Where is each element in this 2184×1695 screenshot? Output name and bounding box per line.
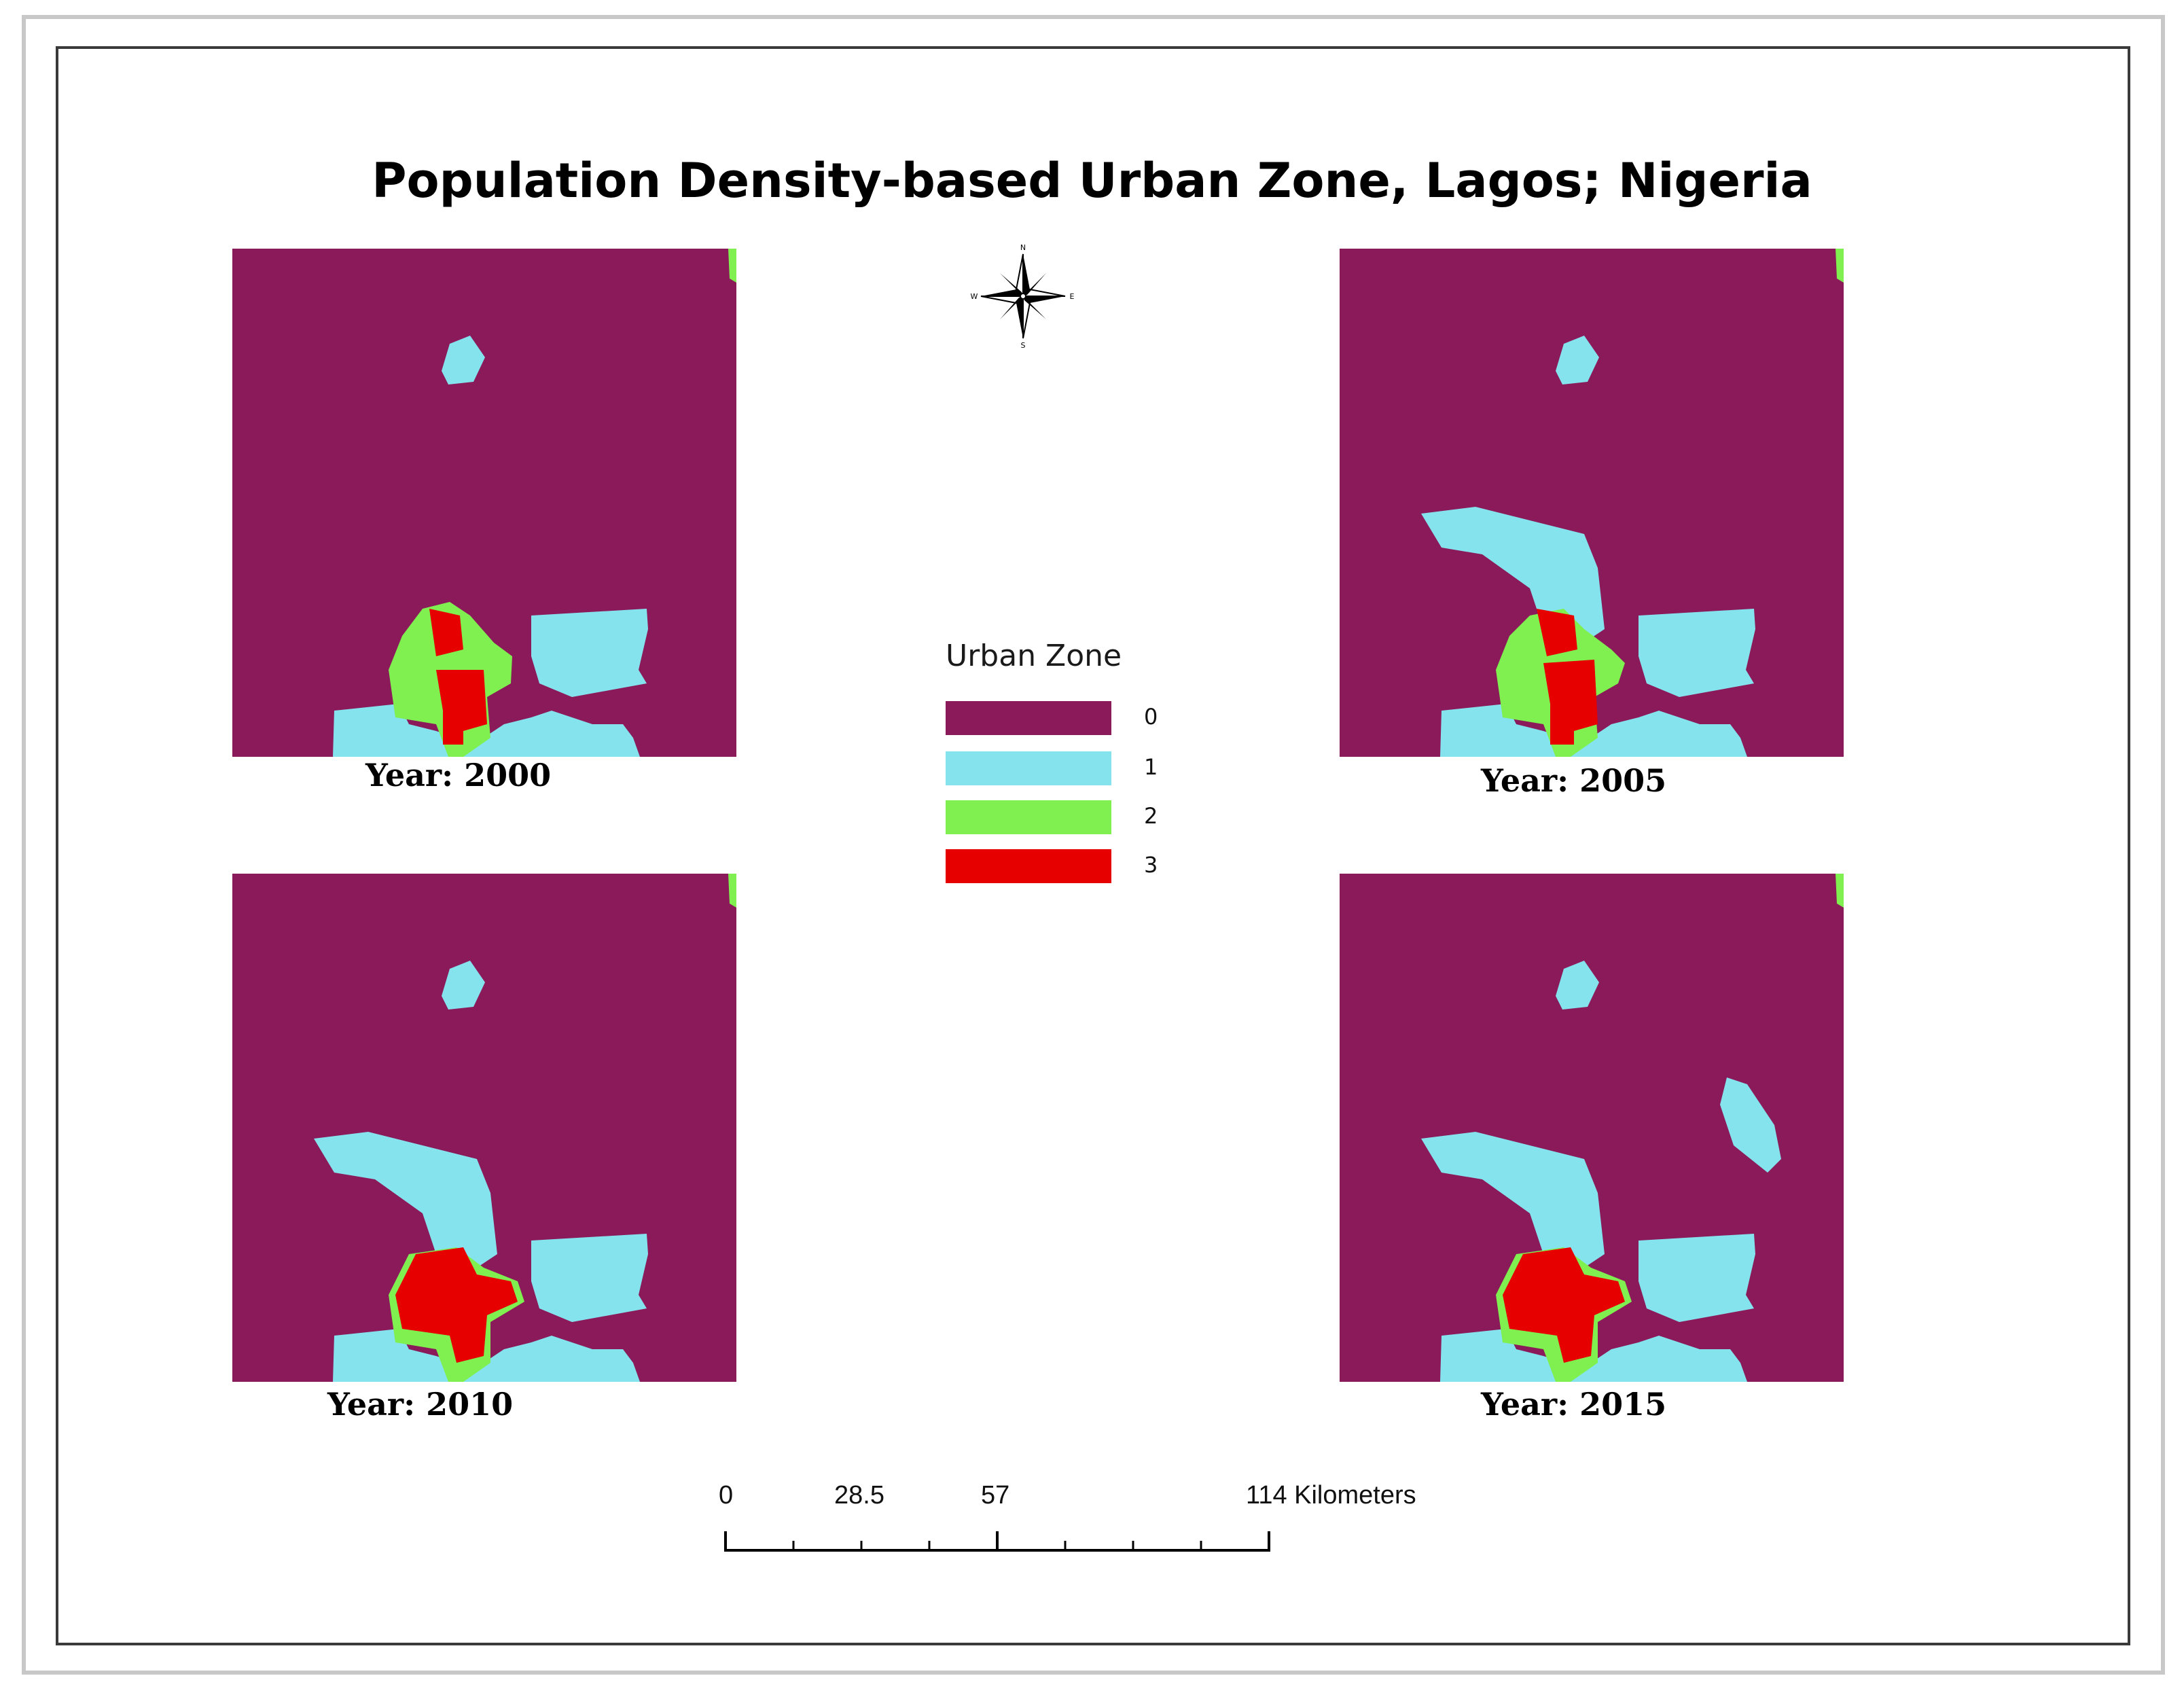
legend-item-1: 1: [946, 751, 1163, 785]
map-panel-2005: [1340, 249, 1844, 757]
urban-zone-map-2010: [232, 874, 736, 1382]
zone-1-area: [1440, 1329, 1747, 1382]
north-arrow-compass-icon: N S E W: [970, 243, 1076, 350]
urban-zone-map-2000: [232, 249, 736, 757]
scale-label-114-kilometers: 114 Kilometers: [1246, 1481, 1416, 1510]
legend-swatch-1: [946, 751, 1111, 785]
scale-label-28-5: 28.5: [834, 1481, 884, 1510]
zone-3-area: [395, 1247, 518, 1363]
legend-title: Urban Zone: [946, 639, 1122, 673]
scale-label-57: 57: [981, 1481, 1010, 1510]
compass-east-label: E: [1070, 292, 1075, 301]
zone-1-area: [1440, 704, 1747, 757]
urban-zone-map-2015: [1340, 874, 1844, 1382]
compass-north-label: N: [1020, 243, 1026, 252]
legend-label-0: 0: [1144, 704, 1158, 730]
map-panel-2015: [1340, 874, 1844, 1382]
zone-1-area: [442, 961, 485, 1010]
zone-3-area: [429, 609, 463, 656]
legend-swatch-0: [946, 701, 1111, 735]
zone-1-area: [1639, 1234, 1755, 1322]
map-title: Population Density-based Urban Zone, Lag…: [372, 153, 1812, 209]
year-label-2010: Year: 2010: [327, 1386, 514, 1423]
zone-3-area: [436, 670, 487, 745]
year-label-2000: Year: 2000: [365, 757, 552, 793]
zone-1-area: [531, 609, 648, 697]
year-label-2005: Year: 2005: [1481, 762, 1667, 799]
scale-label-0: 0: [719, 1481, 734, 1510]
legend-label-2: 2: [1144, 803, 1158, 829]
zone-2-area: [1836, 874, 1844, 908]
zone-1-area: [314, 1132, 497, 1268]
scale-bar: 0 28.5 57 114 Kilometers: [693, 1481, 1454, 1569]
legend-item-2: 2: [946, 800, 1163, 834]
map-panel-2000: [232, 249, 736, 757]
legend-item-3: 3: [946, 849, 1163, 883]
zone-2-area: [1836, 249, 1844, 283]
zone-1-area: [531, 1234, 648, 1322]
compass-south-label: S: [1021, 341, 1026, 349]
zone-1-area: [333, 1329, 640, 1382]
zone-1-area: [442, 336, 485, 385]
zone-2-area: [728, 249, 736, 283]
zone-1-area: [1556, 961, 1599, 1010]
legend-label-3: 3: [1144, 852, 1158, 878]
zone-3-area: [1543, 660, 1598, 745]
zone-1-area: [1421, 1132, 1605, 1268]
zone-1-area: [333, 704, 640, 757]
urban-zone-map-2005: [1340, 249, 1844, 757]
map-panel-2010: [232, 874, 736, 1382]
zone-1-area: [1556, 336, 1599, 385]
legend-swatch-3: [946, 849, 1111, 883]
zone-3-area: [1503, 1247, 1625, 1363]
year-label-2015: Year: 2015: [1481, 1386, 1667, 1423]
legend-label-1: 1: [1144, 754, 1158, 780]
zone-1-area: [1421, 507, 1605, 643]
scale-bar-graphic: [724, 1531, 1270, 1552]
legend-swatch-2: [946, 800, 1111, 834]
zone-1-area: [1720, 1077, 1781, 1173]
zone-2-area: [728, 874, 736, 908]
zone-3-area: [1537, 609, 1577, 656]
zone-1-area: [1639, 609, 1755, 697]
compass-west-label: W: [971, 292, 978, 301]
legend-item-0: 0: [946, 701, 1163, 735]
